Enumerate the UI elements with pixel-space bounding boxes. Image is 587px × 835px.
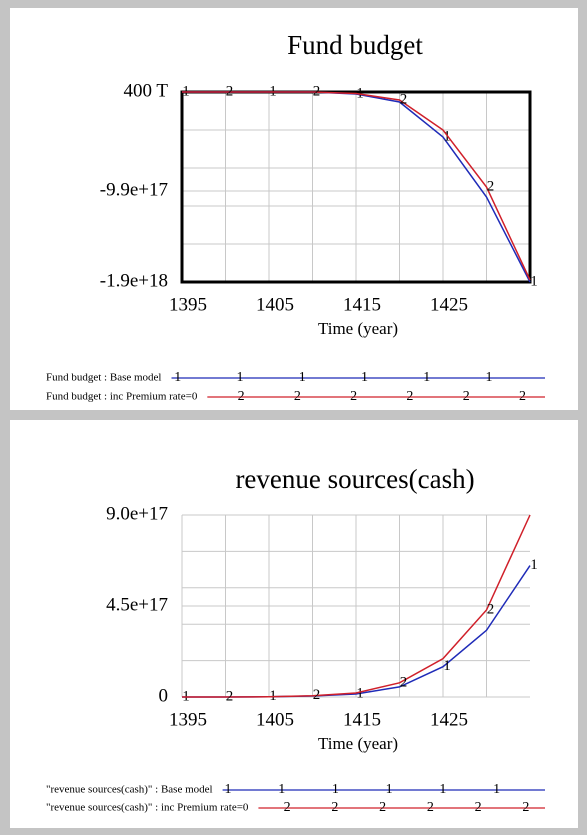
- series-marker: 2: [226, 83, 234, 99]
- legend-marker: 1: [386, 782, 393, 797]
- x-axis-label: Time (year): [318, 319, 398, 338]
- x-tick-label: 1405: [256, 709, 294, 730]
- series-marker: 2: [313, 83, 321, 99]
- legend-label: Fund budget : Base model: [46, 372, 162, 384]
- y-tick-label: 9.0e+17: [106, 503, 168, 524]
- series-marker: 2: [487, 601, 495, 617]
- y-tick-label: 400 T: [123, 80, 168, 101]
- series-line: [182, 91, 531, 281]
- chart-title: Fund budget: [287, 30, 423, 60]
- legend-marker: 2: [522, 800, 529, 815]
- series-line: [182, 514, 531, 698]
- x-tick-label: 1395: [169, 294, 207, 315]
- legend-marker: 1: [361, 370, 368, 385]
- legend-marker: 1: [174, 370, 181, 385]
- x-tick-label: 1415: [343, 709, 381, 730]
- y-tick-label: -1.9e+18: [100, 270, 168, 291]
- plot-frame: [180, 90, 532, 284]
- x-axis-label: Time (year): [318, 734, 398, 753]
- series-marker: 1: [530, 557, 538, 573]
- y-tick-label: 0: [159, 685, 169, 706]
- legend-label: "revenue sources(cash)" : Base model: [46, 784, 213, 796]
- legend-marker: 2: [294, 389, 301, 404]
- legend-marker: 2: [238, 389, 245, 404]
- legend-marker: 1: [332, 782, 339, 797]
- legend-marker: 2: [519, 389, 526, 404]
- x-tick-label: 1405: [256, 294, 294, 315]
- legend-marker: 1: [278, 782, 285, 797]
- x-tick-label: 1425: [430, 709, 468, 730]
- x-tick-label: 1425: [430, 294, 468, 315]
- legend-marker: 2: [406, 389, 413, 404]
- series-marker: 2: [313, 687, 321, 703]
- legend-marker: 1: [236, 370, 243, 385]
- y-tick-label: 4.5e+17: [106, 594, 168, 615]
- legend-label: "revenue sources(cash)" : inc Premium ra…: [46, 802, 249, 814]
- legend-marker: 2: [379, 800, 386, 815]
- panel: [10, 8, 578, 410]
- legend-marker: 1: [493, 782, 500, 797]
- series-marker: 1: [530, 273, 538, 289]
- y-tick-label: -9.9e+17: [100, 179, 168, 200]
- series-marker: 2: [400, 674, 408, 690]
- legend-marker: 2: [331, 800, 338, 815]
- series-marker: 1: [356, 685, 364, 701]
- legend-marker: 2: [463, 389, 470, 404]
- legend-label: Fund budget : inc Premium rate=0: [46, 391, 198, 403]
- legend-marker: 1: [485, 370, 492, 385]
- legend-marker: 1: [439, 782, 446, 797]
- legend-marker: 2: [350, 389, 357, 404]
- legend-marker: 2: [427, 800, 434, 815]
- legend-marker: 1: [423, 370, 430, 385]
- legend-marker: 2: [284, 800, 291, 815]
- legend-marker: 1: [299, 370, 306, 385]
- x-tick-label: 1415: [343, 294, 381, 315]
- legend-marker: 2: [475, 800, 482, 815]
- legend-marker: 1: [224, 782, 231, 797]
- series-marker: 1: [443, 658, 451, 674]
- chart-title: revenue sources(cash): [235, 464, 474, 494]
- x-tick-label: 1395: [169, 709, 207, 730]
- series-marker: 2: [226, 688, 234, 704]
- series-marker: 2: [400, 91, 408, 107]
- series-marker: 2: [487, 178, 495, 194]
